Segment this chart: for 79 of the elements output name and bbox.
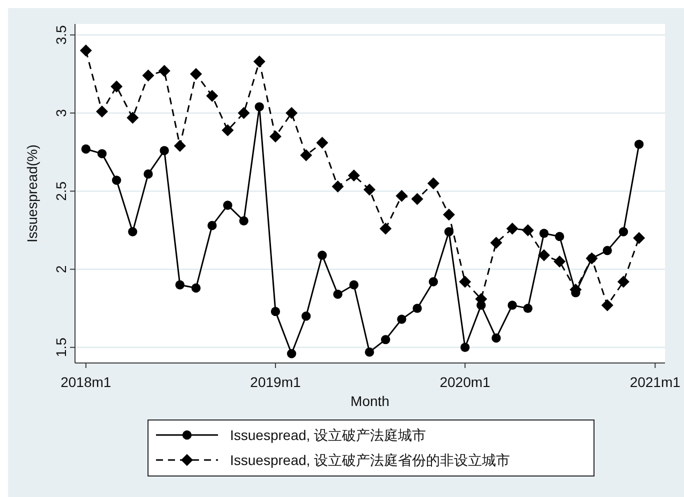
point xyxy=(286,349,296,358)
legend-label: Issuespread, 设立破产法庭省份的非设立城市 xyxy=(230,452,510,468)
point xyxy=(80,44,92,57)
point xyxy=(223,200,232,210)
point xyxy=(302,312,311,321)
y-tick-label: 2 xyxy=(53,265,69,274)
point xyxy=(206,90,218,102)
y-tick-label: 3 xyxy=(53,108,69,117)
point xyxy=(601,299,614,312)
point xyxy=(316,136,328,149)
point xyxy=(96,105,108,118)
point xyxy=(97,149,107,158)
point xyxy=(110,80,123,92)
point xyxy=(427,177,440,190)
point xyxy=(333,290,342,299)
point xyxy=(617,276,630,288)
point xyxy=(397,314,406,324)
x-tick-label: 2018m1 xyxy=(60,374,112,390)
point xyxy=(459,276,472,288)
point xyxy=(539,228,549,238)
y-tick-label: 1.5 xyxy=(53,337,69,358)
point xyxy=(522,224,534,236)
point xyxy=(126,112,139,124)
point xyxy=(380,222,392,235)
point xyxy=(364,347,374,357)
point xyxy=(380,334,390,344)
point xyxy=(300,149,312,162)
point xyxy=(144,169,153,179)
point xyxy=(318,250,327,260)
x-tick-label: 2021m1 xyxy=(630,374,681,390)
x-tick-label: 2019m1 xyxy=(250,374,301,390)
point xyxy=(508,300,517,310)
point xyxy=(270,306,280,316)
y-axis-title: Issuespread(%) xyxy=(24,144,40,243)
point xyxy=(444,227,454,236)
x-axis-title: Month xyxy=(350,393,390,409)
point xyxy=(332,180,344,192)
point xyxy=(160,146,169,156)
point xyxy=(269,130,282,142)
point xyxy=(412,304,422,313)
point xyxy=(363,184,376,196)
point xyxy=(442,208,455,221)
point xyxy=(174,140,186,152)
y-tick-label: 2.5 xyxy=(53,181,69,201)
point xyxy=(286,107,298,120)
point xyxy=(191,283,201,293)
legend-label: Issuespread, 设立破产法庭城市 xyxy=(230,427,426,443)
point xyxy=(460,342,470,352)
point xyxy=(222,124,234,136)
point xyxy=(538,249,550,262)
x-tick-label: 2020m1 xyxy=(440,374,491,390)
point xyxy=(602,246,612,256)
point xyxy=(175,280,185,290)
point xyxy=(490,236,502,249)
point xyxy=(208,220,217,230)
point xyxy=(190,68,202,80)
point xyxy=(554,232,564,242)
y-tick-label: 3.5 xyxy=(53,24,69,45)
point xyxy=(618,227,628,236)
point xyxy=(239,216,248,226)
point xyxy=(523,304,532,313)
point xyxy=(633,232,646,244)
point xyxy=(396,190,408,202)
point xyxy=(112,176,122,185)
point xyxy=(634,140,644,149)
point xyxy=(348,170,360,182)
point xyxy=(81,144,91,154)
point xyxy=(492,333,501,343)
point xyxy=(254,102,264,112)
point xyxy=(554,255,566,268)
point xyxy=(428,277,438,286)
point xyxy=(158,64,170,77)
point xyxy=(411,192,424,205)
point xyxy=(253,55,266,68)
point xyxy=(128,227,138,236)
point xyxy=(349,280,358,290)
point xyxy=(142,70,154,82)
point xyxy=(238,107,250,120)
point xyxy=(506,222,518,235)
